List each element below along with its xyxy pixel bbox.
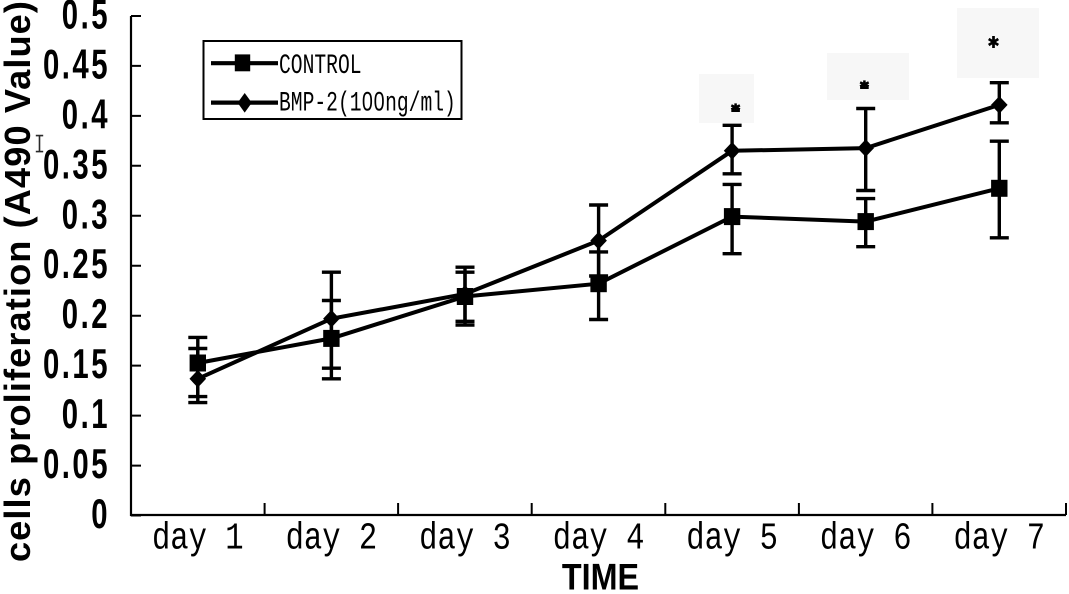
svg-text:0.35: 0.35 bbox=[43, 140, 110, 187]
svg-text:day 5: day 5 bbox=[686, 518, 778, 561]
svg-text:day 7: day 7 bbox=[953, 518, 1045, 561]
svg-text:0.1: 0.1 bbox=[62, 390, 110, 437]
svg-text:0.15: 0.15 bbox=[43, 340, 110, 387]
svg-text:day 4: day 4 bbox=[553, 518, 645, 561]
svg-text:day 3: day 3 bbox=[419, 518, 511, 561]
svg-text:day 1: day 1 bbox=[152, 518, 244, 561]
svg-text:0.3: 0.3 bbox=[62, 190, 110, 237]
svg-text:0.45: 0.45 bbox=[43, 40, 110, 87]
svg-text:CONTROL: CONTROL bbox=[279, 51, 362, 82]
svg-text:0.05: 0.05 bbox=[43, 440, 110, 487]
svg-text:cells proliferation (A490 Valu: cells proliferation (A490 Value) bbox=[0, 0, 38, 562]
svg-text:0.25: 0.25 bbox=[43, 240, 110, 287]
svg-text:0.5: 0.5 bbox=[62, 0, 110, 38]
svg-text:TIME: TIME bbox=[562, 558, 639, 594]
svg-text:0: 0 bbox=[91, 490, 110, 537]
svg-text:0.2: 0.2 bbox=[62, 290, 110, 337]
svg-text:day 6: day 6 bbox=[820, 518, 912, 561]
svg-text:day 2: day 2 bbox=[286, 518, 378, 561]
svg-text:0.4: 0.4 bbox=[62, 90, 110, 137]
